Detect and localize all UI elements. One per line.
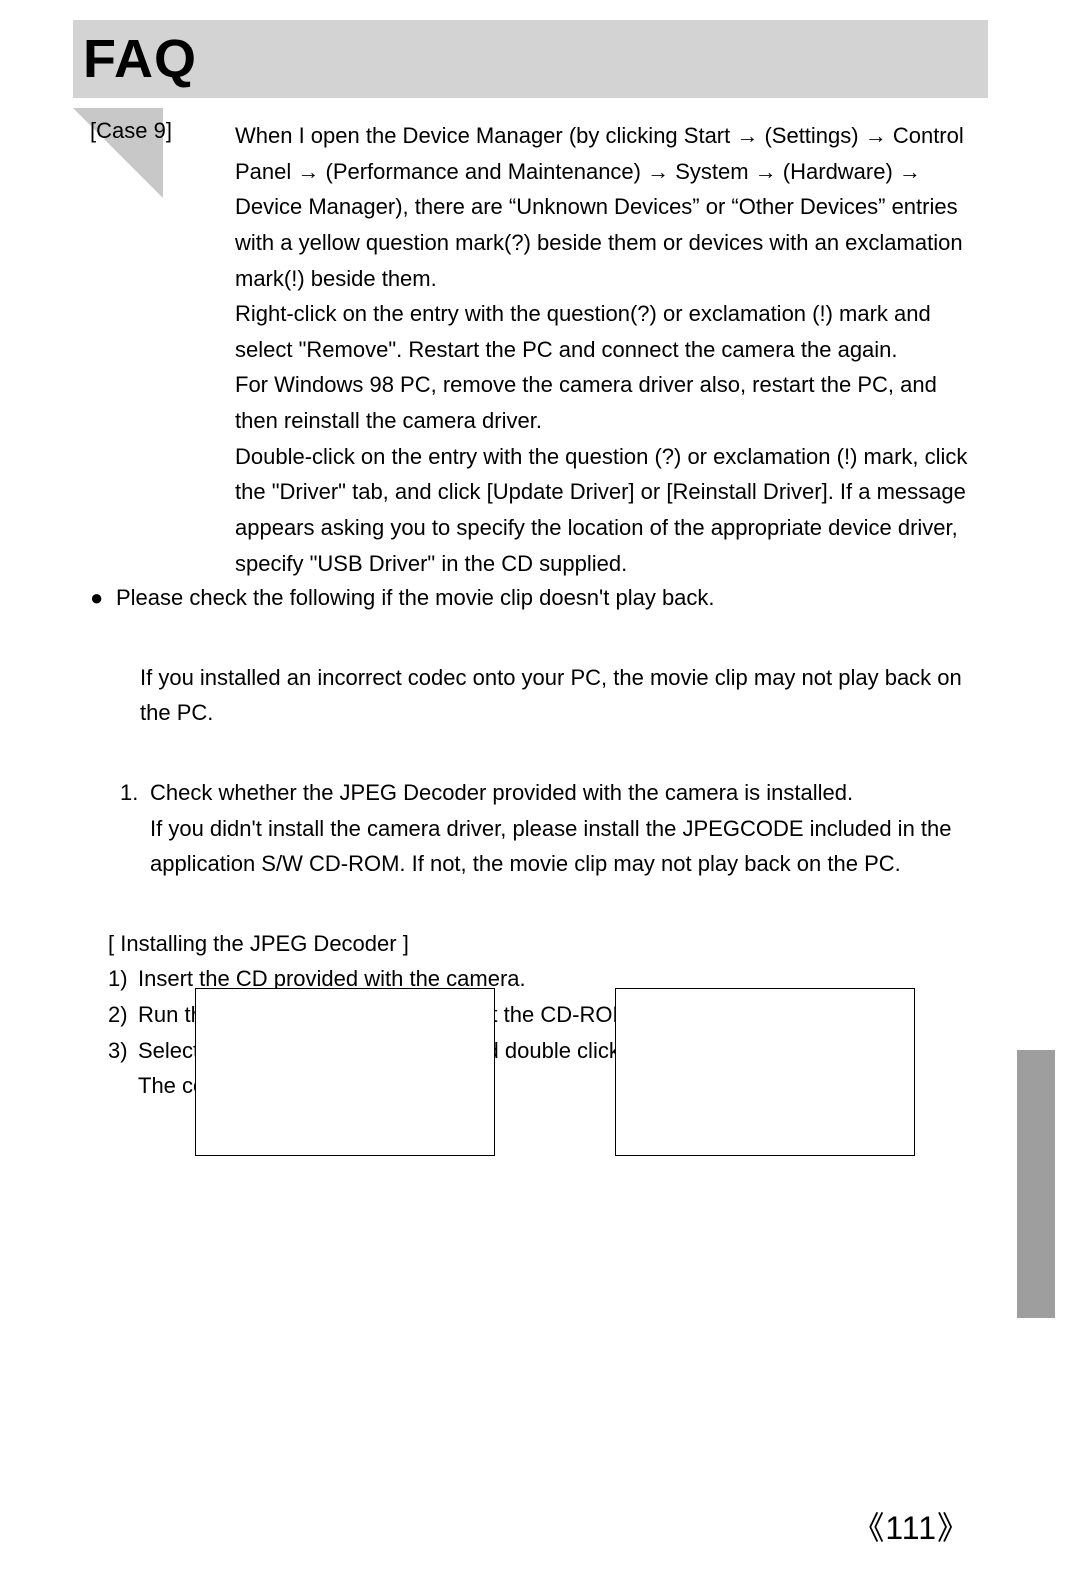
substep-number: 2) — [108, 997, 138, 1033]
side-tab-decoration — [1017, 1050, 1055, 1318]
case-body: When I open the Device Manager (by click… — [235, 118, 975, 581]
screenshot-placeholder-2 — [615, 988, 915, 1156]
guillemet-right-icon: 》 — [937, 1510, 970, 1546]
bullet-item: ● Please check the following if the movi… — [90, 580, 975, 616]
screenshot-placeholders — [195, 988, 915, 1156]
page-number-value: 111 — [885, 1510, 937, 1546]
step-text: If you didn't install the camera driver,… — [150, 811, 975, 882]
step-text: Check whether the JPEG Decoder provided … — [150, 775, 853, 811]
page-title: FAQ — [83, 28, 197, 90]
step-number: 1. — [120, 775, 150, 811]
substep-number: 1) — [108, 961, 138, 997]
install-header: [ Installing the JPEG Decoder ] — [108, 926, 975, 962]
substep-number: 3) — [108, 1033, 138, 1069]
header-bar: FAQ — [73, 20, 988, 98]
screenshot-placeholder-1 — [195, 988, 495, 1156]
paragraph: If you installed an incorrect codec onto… — [140, 660, 975, 731]
guillemet-left-icon: 《 — [852, 1510, 885, 1546]
numbered-step-1: 1. Check whether the JPEG Decoder provid… — [120, 775, 975, 882]
bullet-text: Please check the following if the movie … — [116, 580, 715, 616]
case-label: [Case 9] — [90, 118, 172, 144]
page-number: 《111》 — [852, 1503, 970, 1549]
bullet-dot-icon: ● — [90, 580, 116, 616]
